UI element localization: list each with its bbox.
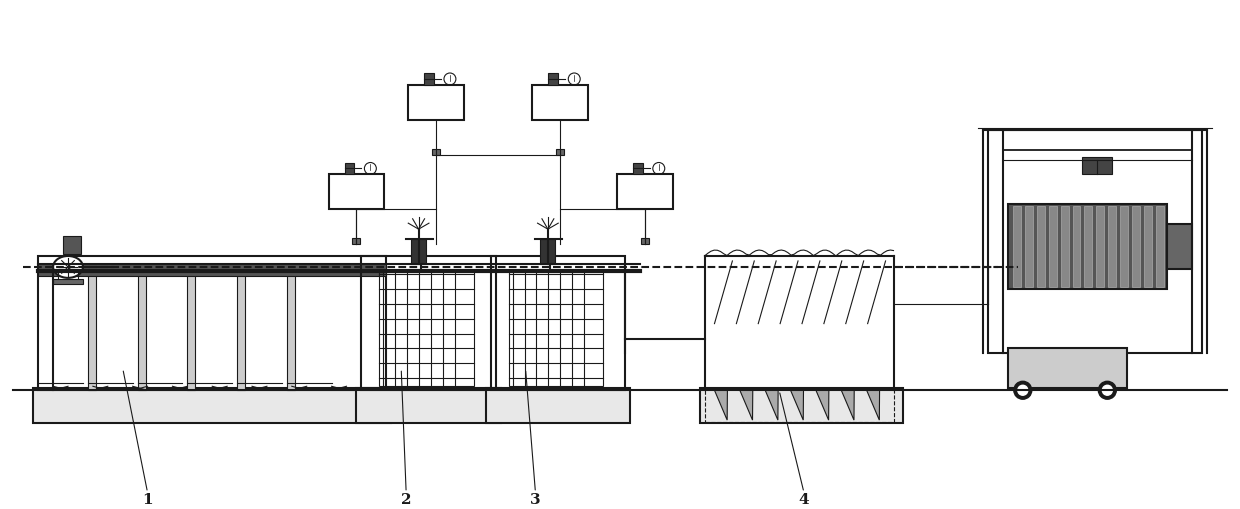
Bar xyxy=(704,389,894,422)
Polygon shape xyxy=(816,390,828,420)
Bar xyxy=(508,272,603,386)
Bar xyxy=(424,74,434,86)
Bar xyxy=(486,388,630,423)
Bar xyxy=(352,239,361,244)
Polygon shape xyxy=(841,390,854,420)
Polygon shape xyxy=(791,390,804,420)
Circle shape xyxy=(1018,385,1028,395)
Bar xyxy=(187,271,196,390)
Bar xyxy=(345,163,355,175)
Bar xyxy=(541,240,556,265)
Text: 3: 3 xyxy=(531,492,541,505)
Bar xyxy=(1156,207,1164,287)
Bar xyxy=(1008,205,1167,289)
Ellipse shape xyxy=(53,257,83,278)
Bar xyxy=(329,175,384,210)
Bar xyxy=(1085,207,1092,287)
Bar xyxy=(138,271,145,390)
Bar xyxy=(1013,207,1021,287)
Bar xyxy=(1132,207,1140,287)
Bar xyxy=(988,130,1202,354)
Bar xyxy=(379,272,474,386)
Bar xyxy=(33,388,392,423)
Bar xyxy=(1060,207,1069,287)
Circle shape xyxy=(1102,385,1112,395)
Bar xyxy=(408,86,464,121)
Bar xyxy=(1049,207,1056,287)
Bar xyxy=(1073,207,1080,287)
Bar xyxy=(618,175,673,210)
Polygon shape xyxy=(714,390,728,420)
Bar xyxy=(412,240,427,265)
Text: 4: 4 xyxy=(799,492,810,505)
Bar xyxy=(1167,224,1192,269)
Bar xyxy=(1109,207,1116,287)
Bar xyxy=(58,269,78,281)
Bar xyxy=(286,271,295,390)
Bar xyxy=(38,265,387,276)
Bar xyxy=(237,271,246,390)
Text: 1: 1 xyxy=(143,492,153,505)
Bar xyxy=(1024,207,1033,287)
Bar xyxy=(557,149,564,155)
Bar xyxy=(53,279,83,285)
Circle shape xyxy=(1099,382,1116,400)
Polygon shape xyxy=(740,390,753,420)
Bar xyxy=(356,388,501,423)
Bar xyxy=(432,149,440,155)
Bar xyxy=(63,237,81,254)
Bar xyxy=(491,257,625,390)
Bar xyxy=(1083,157,1112,175)
Bar xyxy=(532,86,588,121)
Bar xyxy=(1120,207,1128,287)
Bar xyxy=(1008,349,1127,388)
Bar xyxy=(641,239,649,244)
Circle shape xyxy=(1014,382,1032,400)
Polygon shape xyxy=(867,390,879,420)
Bar xyxy=(632,163,642,175)
Polygon shape xyxy=(765,390,779,420)
Bar xyxy=(1096,207,1105,287)
Bar xyxy=(1145,207,1152,287)
Bar xyxy=(88,271,95,390)
Bar xyxy=(548,74,558,86)
Bar xyxy=(1037,207,1044,287)
Bar xyxy=(699,388,904,423)
Bar xyxy=(38,257,387,390)
Text: 2: 2 xyxy=(401,492,412,505)
Bar xyxy=(361,257,496,390)
